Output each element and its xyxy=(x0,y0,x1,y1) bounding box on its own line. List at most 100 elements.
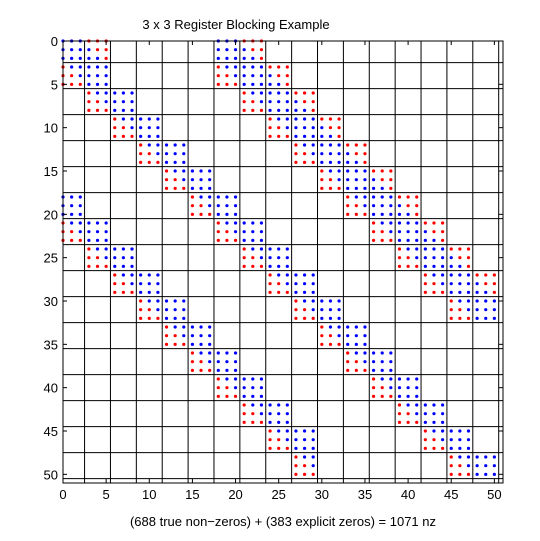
true-nonzero-point xyxy=(95,221,100,225)
true-nonzero-point xyxy=(87,56,91,60)
true-nonzero-point xyxy=(277,91,281,95)
explicit-zero-point xyxy=(285,446,289,450)
explicit-zero-point xyxy=(190,368,195,372)
explicit-zero-point xyxy=(371,221,376,225)
true-nonzero-point xyxy=(397,212,402,216)
true-nonzero-point xyxy=(397,204,402,208)
explicit-zero-point xyxy=(337,126,341,130)
true-nonzero-point xyxy=(406,377,410,381)
explicit-zero-point xyxy=(294,316,298,320)
explicit-zero-point xyxy=(173,342,177,346)
explicit-zero-point xyxy=(147,316,151,320)
y-tick-label: 30 xyxy=(44,294,58,309)
true-nonzero-point xyxy=(328,308,333,312)
explicit-zero-point xyxy=(268,65,272,69)
explicit-zero-point xyxy=(397,403,402,407)
explicit-zero-point xyxy=(415,204,419,208)
true-nonzero-point xyxy=(432,247,436,251)
true-nonzero-point xyxy=(492,308,496,312)
true-nonzero-point xyxy=(406,230,410,234)
true-nonzero-point xyxy=(311,273,315,277)
true-nonzero-point xyxy=(251,386,255,390)
true-nonzero-point xyxy=(216,212,220,216)
y-tick-label: 0 xyxy=(51,34,58,49)
true-nonzero-point xyxy=(156,299,160,303)
true-nonzero-point xyxy=(182,316,186,320)
explicit-zero-point xyxy=(371,377,376,381)
true-nonzero-point xyxy=(208,351,212,355)
true-nonzero-point xyxy=(139,117,143,121)
y-tick-label: 40 xyxy=(44,381,58,396)
true-nonzero-point xyxy=(251,82,255,86)
true-nonzero-point xyxy=(371,368,376,372)
x-tick-label: 20 xyxy=(228,487,242,502)
true-nonzero-point xyxy=(492,316,496,320)
true-nonzero-point xyxy=(389,195,393,199)
explicit-zero-point xyxy=(147,160,151,164)
true-nonzero-point xyxy=(320,160,324,164)
explicit-zero-point xyxy=(389,178,393,182)
true-nonzero-point xyxy=(346,325,350,329)
x-tick-label: 15 xyxy=(185,487,199,502)
true-nonzero-point xyxy=(294,290,298,294)
true-nonzero-point xyxy=(328,160,333,164)
true-nonzero-point xyxy=(363,195,367,199)
true-nonzero-point xyxy=(78,65,82,69)
explicit-zero-point xyxy=(182,342,186,346)
explicit-zero-point xyxy=(458,316,462,320)
true-nonzero-point xyxy=(458,299,462,303)
explicit-zero-point xyxy=(449,308,453,312)
true-nonzero-point xyxy=(259,412,264,416)
true-nonzero-point xyxy=(78,212,82,216)
true-nonzero-point xyxy=(389,386,393,390)
true-nonzero-point xyxy=(432,420,436,424)
true-nonzero-point xyxy=(277,117,281,121)
explicit-zero-point xyxy=(432,446,436,450)
explicit-zero-point xyxy=(380,230,384,234)
explicit-zero-point xyxy=(492,290,496,294)
true-nonzero-point xyxy=(251,65,255,69)
true-nonzero-point xyxy=(268,420,272,424)
explicit-zero-point xyxy=(337,134,341,138)
true-nonzero-point xyxy=(95,56,100,60)
true-nonzero-point xyxy=(242,386,246,390)
explicit-zero-point xyxy=(182,186,186,190)
explicit-zero-point xyxy=(302,152,307,156)
true-nonzero-point xyxy=(415,403,419,407)
explicit-zero-point xyxy=(466,316,471,320)
explicit-zero-point xyxy=(380,394,384,398)
true-nonzero-point xyxy=(259,91,264,95)
explicit-zero-point xyxy=(415,420,419,424)
true-nonzero-point xyxy=(363,325,367,329)
explicit-zero-point xyxy=(156,316,160,320)
true-nonzero-point xyxy=(251,56,255,60)
true-nonzero-point xyxy=(164,299,169,303)
true-nonzero-point xyxy=(337,299,341,303)
true-nonzero-point xyxy=(466,455,471,459)
explicit-zero-point xyxy=(475,273,479,277)
true-nonzero-point xyxy=(423,412,427,416)
true-nonzero-point xyxy=(302,299,307,303)
explicit-zero-point xyxy=(190,204,195,208)
true-nonzero-point xyxy=(87,74,91,78)
explicit-zero-point xyxy=(458,464,462,468)
explicit-zero-point xyxy=(328,342,333,346)
explicit-zero-point xyxy=(363,143,367,147)
true-nonzero-point xyxy=(156,290,160,294)
true-nonzero-point xyxy=(466,464,471,468)
true-nonzero-point xyxy=(130,256,134,260)
true-nonzero-point xyxy=(251,377,255,381)
true-nonzero-point xyxy=(225,360,229,364)
true-nonzero-point xyxy=(199,334,203,338)
true-nonzero-point xyxy=(380,368,384,372)
true-nonzero-point xyxy=(216,204,220,208)
true-nonzero-point xyxy=(320,152,324,156)
true-nonzero-point xyxy=(208,204,212,208)
true-nonzero-point xyxy=(242,230,246,234)
true-nonzero-point xyxy=(156,308,160,312)
explicit-zero-point xyxy=(466,247,471,251)
explicit-zero-point xyxy=(371,386,376,390)
true-nonzero-point xyxy=(371,351,376,355)
true-nonzero-point xyxy=(173,152,177,156)
true-nonzero-point xyxy=(208,186,212,190)
